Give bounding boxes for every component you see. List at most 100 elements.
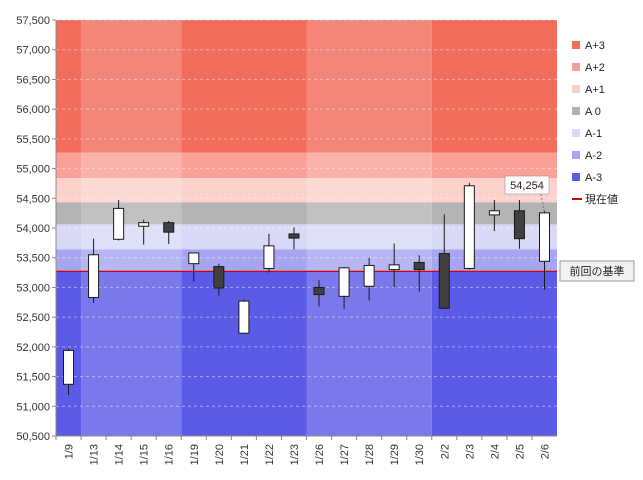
x-tick-label: 1/26 xyxy=(314,444,326,465)
band-a+2 xyxy=(306,152,432,179)
y-tick-label: 52,000 xyxy=(16,342,50,354)
x-tick-label: 1/20 xyxy=(214,444,226,465)
x-tick-label: 1/23 xyxy=(289,444,301,465)
legend-swatch xyxy=(572,41,580,49)
x-tick-label: 2/3 xyxy=(464,444,476,459)
x-tick-label: 1/28 xyxy=(364,444,376,465)
y-tick-label: 54,000 xyxy=(16,223,50,235)
candle xyxy=(363,257,375,301)
legend-label: A-3 xyxy=(585,172,602,184)
band-a+1 xyxy=(181,178,307,203)
candle-body xyxy=(538,212,550,262)
band-a+2 xyxy=(56,152,82,179)
legend-label: A-2 xyxy=(585,150,602,162)
x-tick-label: 1/19 xyxy=(189,444,201,465)
legend: A+3 A+2 A+1 A 0 A-1 A-2 A-3 現在値 xyxy=(572,40,618,206)
y-tick-label: 56,000 xyxy=(16,104,50,116)
candle xyxy=(463,182,475,270)
legend-swatch xyxy=(572,63,580,71)
band-a+2 xyxy=(81,152,182,179)
reference-label-box: 前回の基準 xyxy=(559,260,635,282)
legend-swatch xyxy=(572,151,580,159)
y-axis-ticks: 50,500 51,000 51,500 52,000 52,500 53,000 53,5… xyxy=(16,15,56,443)
candle xyxy=(138,219,150,245)
band-a+2 xyxy=(431,152,557,179)
legend-label: A+1 xyxy=(585,84,605,96)
candle-body xyxy=(488,210,500,216)
x-tick-label: 1/21 xyxy=(239,444,251,465)
candle-body xyxy=(63,349,75,385)
reference-label: 前回の基準 xyxy=(570,264,625,278)
legend-label: A+3 xyxy=(585,40,605,52)
band-a-3 xyxy=(181,271,307,436)
candle-body xyxy=(263,245,275,269)
candle-body xyxy=(363,264,375,287)
legend-swatch xyxy=(572,85,580,93)
candle xyxy=(88,238,100,303)
y-tick-label: 55,500 xyxy=(16,134,50,146)
y-tick-label: 56,500 xyxy=(16,74,50,86)
y-tick-label: 50,500 xyxy=(16,431,50,443)
legend-swatch xyxy=(572,173,580,181)
candle xyxy=(288,227,300,250)
band-a+1 xyxy=(306,178,432,203)
candle-body xyxy=(288,233,300,239)
legend-item: A-1 xyxy=(572,128,602,140)
legend-swatch xyxy=(572,129,580,137)
candle-body xyxy=(438,253,450,309)
x-tick-label: 2/5 xyxy=(514,444,526,459)
callout-box xyxy=(504,175,550,195)
band-a+3 xyxy=(81,20,182,153)
candle xyxy=(313,280,325,307)
legend-item: A 0 xyxy=(572,106,601,118)
band-a+1 xyxy=(56,178,82,203)
legend-item: A-2 xyxy=(572,150,602,162)
candle xyxy=(388,243,400,288)
x-tick-label: 1/14 xyxy=(114,444,126,465)
band-a+3 xyxy=(431,20,557,153)
legend-item: A+2 xyxy=(572,62,605,74)
y-tick-label: 51,000 xyxy=(16,401,50,413)
x-axis-ticks: 1/9 1/13 1/14 1/15 1/16 1/19 1/20 1/21 1/22 1/23 1… xyxy=(55,436,551,465)
x-tick-label: 1/9 xyxy=(64,444,76,459)
candle xyxy=(238,299,250,334)
band-a+1 xyxy=(81,178,182,203)
candle-body xyxy=(338,267,350,297)
band-a-2 xyxy=(56,249,82,272)
x-tick-label: 1/16 xyxy=(164,444,176,465)
candle-body xyxy=(213,266,225,289)
candle xyxy=(438,214,450,309)
band-a0 xyxy=(306,202,432,225)
candle-body xyxy=(388,264,400,271)
callout-leader xyxy=(540,193,545,213)
current-value-callout: 54,254 xyxy=(504,175,550,213)
band-a-1 xyxy=(56,224,82,250)
band-a+3 xyxy=(181,20,307,153)
band-a+2 xyxy=(181,152,307,179)
candle-body xyxy=(463,185,475,269)
y-tick-label: 53,000 xyxy=(16,282,50,294)
legend-item: 現在値 xyxy=(572,193,618,206)
y-tick-label: 57,500 xyxy=(16,15,50,27)
candles xyxy=(63,182,550,395)
band-a0 xyxy=(181,202,307,225)
candle xyxy=(188,252,200,282)
y-tick-label: 55,000 xyxy=(16,164,50,176)
current-value-label: 54,254 xyxy=(510,180,544,192)
y-tick-label: 57,000 xyxy=(16,45,50,57)
band-a0 xyxy=(56,202,82,225)
legend-label: A 0 xyxy=(585,106,601,118)
x-tick-label: 1/13 xyxy=(89,444,101,465)
legend-label: A-1 xyxy=(585,128,602,140)
x-tick-label: 1/29 xyxy=(389,444,401,465)
y-tick-label: 54,500 xyxy=(16,193,50,205)
x-tick-label: 1/22 xyxy=(264,444,276,465)
candle-body xyxy=(238,300,250,334)
band-a-1 xyxy=(306,224,432,250)
band-a-3 xyxy=(431,271,557,436)
y-tick-label: 52,500 xyxy=(16,312,50,324)
candle xyxy=(513,200,525,249)
candle-body xyxy=(138,222,150,227)
candle xyxy=(538,210,550,290)
legend-item: A+1 xyxy=(572,84,605,96)
